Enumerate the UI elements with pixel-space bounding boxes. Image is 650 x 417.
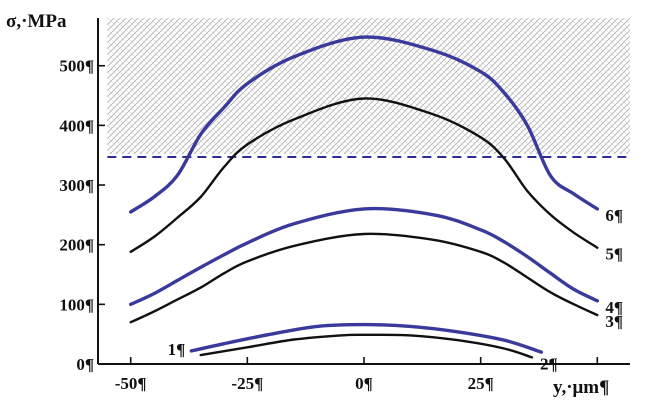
curve-3 <box>129 232 599 324</box>
y-tick-label: 400¶ <box>59 116 94 135</box>
x-tick-label: 25¶ <box>468 374 494 393</box>
y-tick-label: 300¶ <box>59 176 94 195</box>
y-tick-label: 500¶ <box>59 57 94 76</box>
curve-2-label: 2¶ <box>540 354 558 373</box>
curve-6 <box>129 35 599 214</box>
y-tick-label: 0¶ <box>76 355 94 374</box>
x-tick-label: 0¶ <box>355 374 373 393</box>
curve-5 <box>129 97 599 253</box>
x-axis-label: y,·μm¶ <box>553 377 609 398</box>
y-tick-label: 200¶ <box>59 236 94 255</box>
y-tick-label: 100¶ <box>59 295 94 314</box>
curve-6-label: 6¶ <box>605 206 623 225</box>
curve-3-label: 3¶ <box>605 312 623 331</box>
curve-4-label: 4¶ <box>605 298 623 317</box>
curve-5-label: 5¶ <box>605 245 623 264</box>
y-axis-label: σ,·MPa <box>6 11 67 32</box>
curve-2 <box>199 333 534 359</box>
x-tick-label: -25¶ <box>231 374 263 393</box>
hatched-region <box>107 18 631 155</box>
curve-1 <box>189 322 543 354</box>
x-tick-label: -50¶ <box>115 374 147 393</box>
curve-4 <box>129 206 599 306</box>
curve-1-label: 1¶ <box>168 340 186 359</box>
